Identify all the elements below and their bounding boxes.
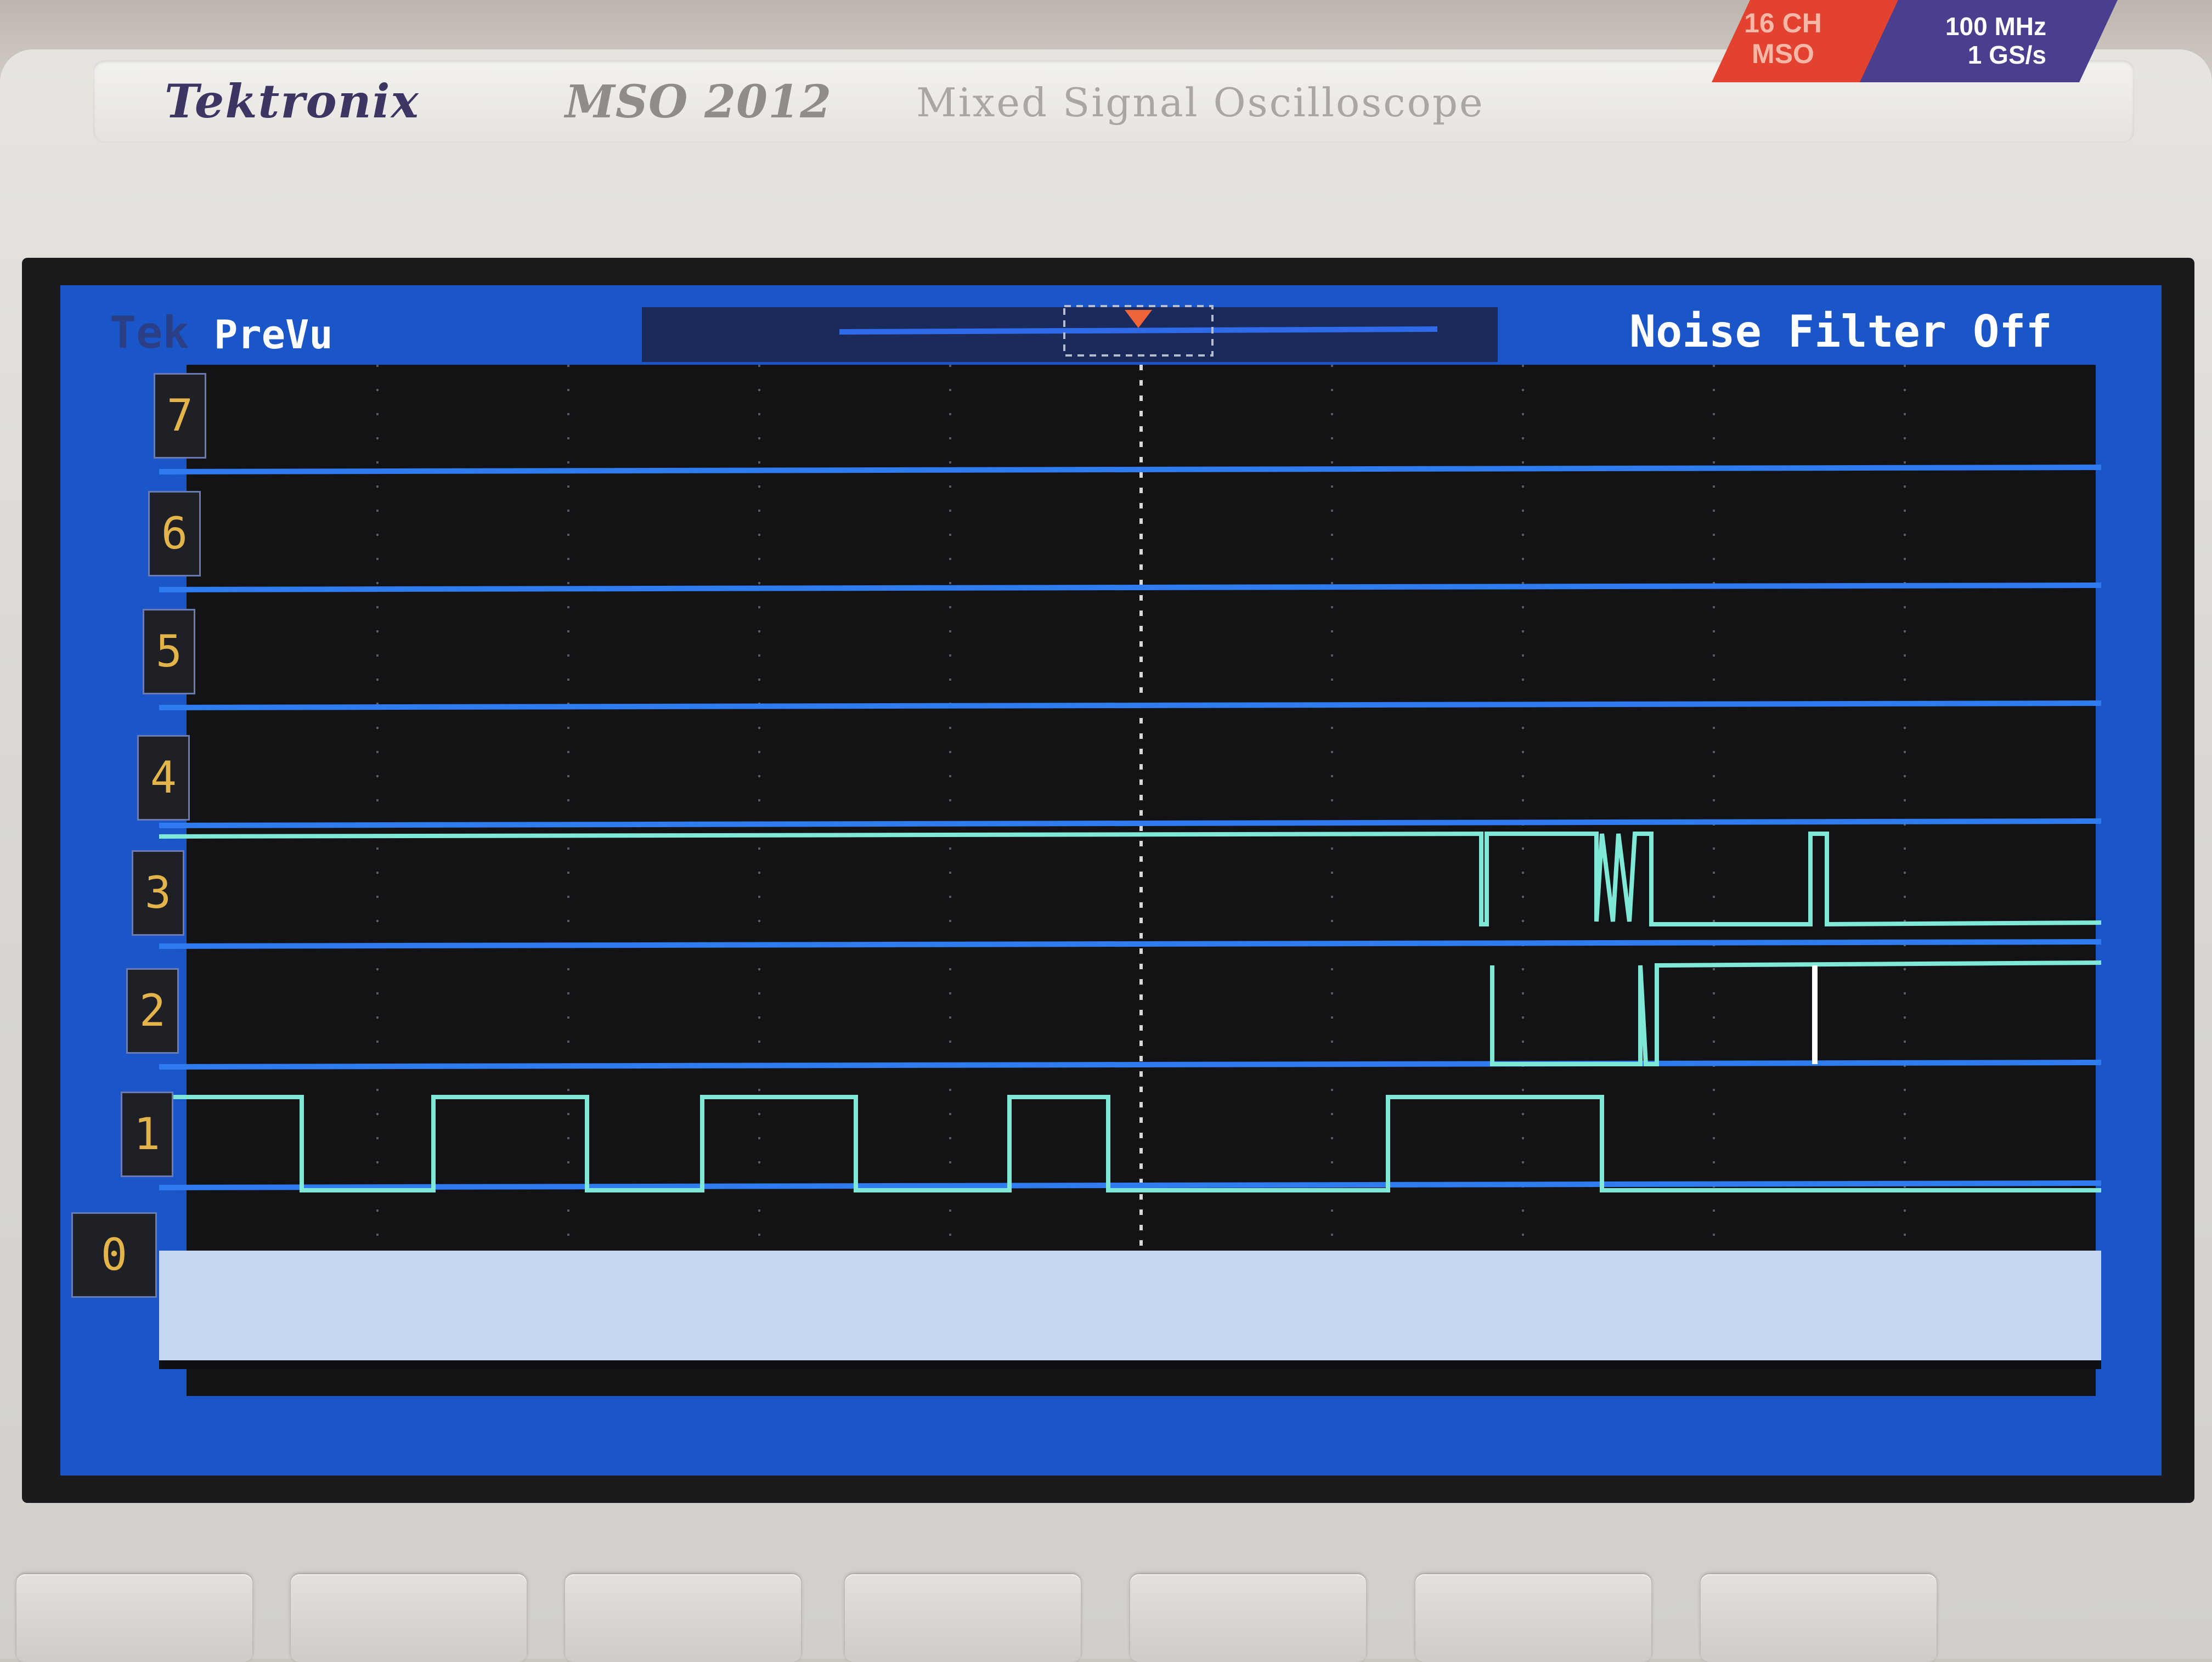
trigger-marker-top	[1125, 310, 1152, 328]
channel-baseline	[159, 700, 2102, 710]
channel-baseline	[159, 1180, 2102, 1190]
record-view-line	[839, 326, 1438, 335]
channel-tab-2[interactable]: 2	[126, 968, 179, 1054]
channel-label: 0	[100, 1229, 128, 1280]
channel-3-trace	[159, 831, 2102, 927]
channel-tab-0[interactable]: 0	[71, 1212, 157, 1298]
channel-1-clock-trace	[165, 1095, 2101, 1192]
soft-button-3[interactable]	[565, 1574, 801, 1662]
model-name: MSO 2012	[565, 76, 832, 128]
noise-filter-status: Noise Filter Off	[1629, 306, 2052, 357]
brand-logo: Tektronix	[165, 74, 420, 128]
record-view-window	[1063, 305, 1214, 357]
soft-button-5[interactable]	[1130, 1574, 1366, 1662]
channel-2-trace	[1490, 960, 2102, 1066]
acquisition-state: PreVu	[214, 312, 333, 358]
bandwidth-text: 100 MHz	[1945, 12, 2046, 41]
channel-baseline	[159, 939, 2102, 949]
channel-dividers	[159, 465, 2102, 1190]
channel-tab-1[interactable]: 1	[121, 1092, 173, 1177]
channel-baseline	[159, 818, 2102, 828]
channel-baseline	[159, 465, 2102, 474]
bottom-scale-bar	[159, 1360, 2101, 1369]
model-label-strip: Tektronix MSO 2012 Mixed Signal Oscillos…	[93, 60, 2134, 143]
soft-button-6[interactable]	[1415, 1574, 1651, 1662]
model-description: Mixed Signal Oscilloscope	[916, 80, 1485, 126]
digital-traces	[159, 831, 2102, 1192]
soft-button-4[interactable]	[845, 1574, 1081, 1662]
channel-tab-7[interactable]: 7	[154, 373, 206, 459]
channel-label: 3	[144, 867, 172, 918]
channel-tab-5[interactable]: 5	[143, 609, 195, 694]
channel-label: 4	[150, 752, 177, 803]
soft-button-1[interactable]	[16, 1574, 252, 1662]
waveform-area	[159, 305, 2102, 1396]
soft-button-7[interactable]	[1701, 1574, 1937, 1662]
channel-tab-3[interactable]: 3	[132, 850, 184, 936]
oscilloscope-display: Tek PreVu Noise Filter Off 7 6 5 4 3 2 1…	[60, 285, 2162, 1476]
channel-label: 2	[139, 985, 166, 1036]
channel-baseline	[159, 1060, 2102, 1070]
channel-0-selected-band	[159, 1251, 2101, 1360]
soft-button-2[interactable]	[291, 1574, 527, 1662]
record-view-bar	[642, 307, 1498, 362]
tek-logo: Tek	[110, 307, 189, 358]
bandwidth-badge-text: 100 MHz 1 GS/s	[1887, 12, 2046, 69]
channel-label: 5	[155, 626, 183, 677]
channel-label: 1	[133, 1109, 161, 1160]
graticule-grid	[376, 365, 1906, 1251]
channel-badge-text: 16 CH MSO	[1744, 8, 1822, 69]
channel-baseline	[159, 583, 2102, 592]
channel-tab-6[interactable]: 6	[148, 491, 201, 576]
channel-tab-4[interactable]: 4	[137, 735, 190, 821]
sample-rate-text: 1 GS/s	[1967, 41, 2046, 69]
channel-label: 6	[161, 508, 188, 559]
channel-label: 7	[166, 390, 194, 441]
